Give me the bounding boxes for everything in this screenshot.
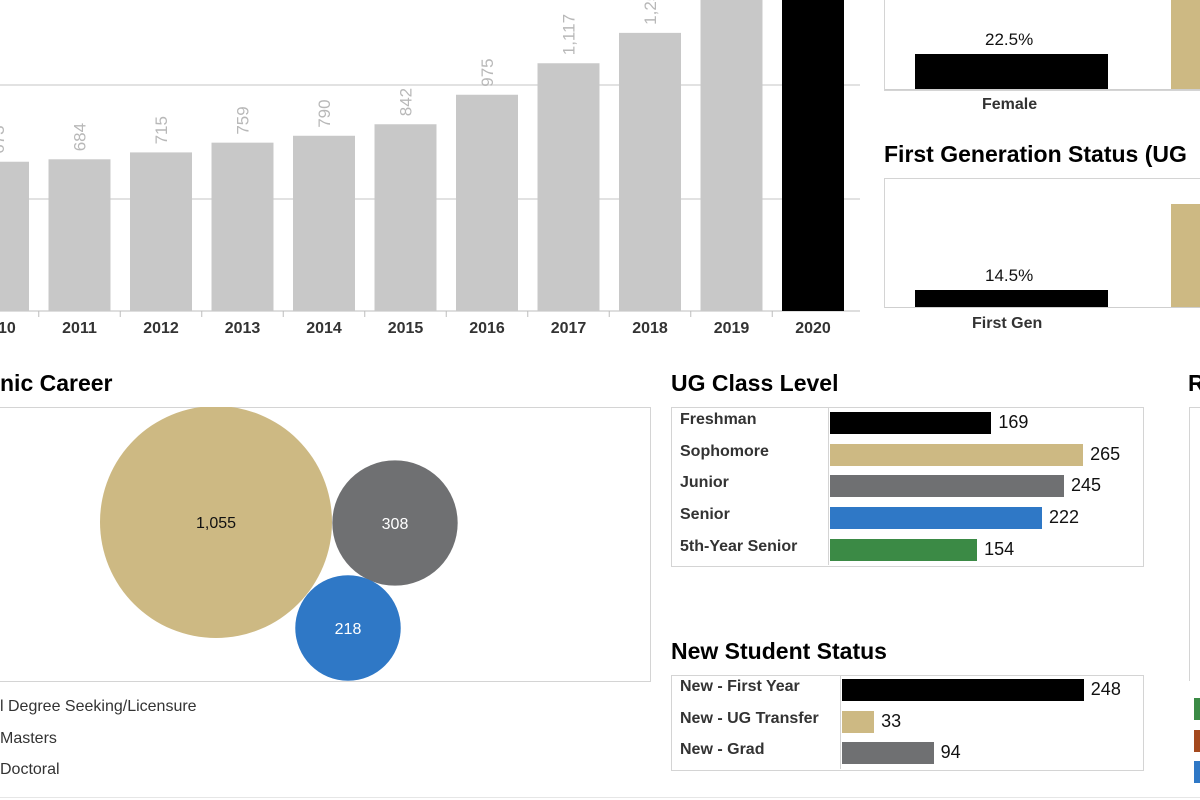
- new-student-label-0: New - First Year: [680, 678, 800, 695]
- ug-class-bar-3: [830, 507, 1042, 530]
- ug-class-bar-0: [830, 412, 992, 434]
- data-label-2017: 1,117: [560, 14, 579, 55]
- female-axis-label: Female: [982, 96, 1038, 113]
- x-tick-label-2017: 2017: [551, 320, 587, 337]
- bubble-label-2: 218: [335, 621, 362, 638]
- new-student-value-1: 33: [881, 710, 902, 731]
- x-tick-label-2018: 2018: [632, 320, 668, 337]
- data-label-2015: 842: [397, 88, 416, 116]
- x-tick-label-2014: 2014: [306, 320, 342, 337]
- bar-2013: [211, 142, 274, 311]
- bar-2019: [700, 0, 763, 312]
- data-label-2016: 975: [478, 58, 497, 86]
- right-panel-title-partial: R: [1188, 370, 1200, 396]
- bubble-2: [295, 575, 401, 681]
- first-gen-axis-line: [885, 307, 1200, 308]
- x-tick-label-2010: 2010: [0, 320, 16, 337]
- data-label-2010: 673: [0, 125, 8, 153]
- male-bar-partial: [1171, 0, 1200, 89]
- bar-2017: [537, 63, 600, 311]
- x-tick-label-2013: 2013: [225, 320, 261, 337]
- x-tick-label-2015: 2015: [388, 320, 424, 337]
- bar-2018: [619, 32, 681, 312]
- new-student-bar-1: [842, 710, 875, 733]
- ug-class-bar-1: [830, 443, 1084, 466]
- ug-class-level-title: UG Class Level: [671, 370, 839, 396]
- new-student-label-1: New - UG Transfer: [680, 709, 819, 727]
- data-label-2011: 684: [71, 123, 90, 151]
- data-label-2014: 790: [315, 99, 334, 127]
- first-gen-bar: [915, 290, 1108, 307]
- right-legend-swatch-blue: [1194, 761, 1200, 783]
- first-gen-value: 14.5%: [985, 266, 1034, 285]
- female-value: 22.5%: [985, 30, 1034, 49]
- bubble-0: [100, 407, 332, 638]
- ug-class-value-1: 265: [1090, 443, 1121, 464]
- bar-2010: [0, 161, 29, 311]
- data-label-2012: 715: [152, 116, 171, 144]
- first-gen-chart-box: [884, 178, 1200, 308]
- x-tick-label-2019: 2019: [714, 320, 750, 337]
- x-tick-label-2012: 2012: [143, 320, 179, 337]
- new-student-status-divider: [840, 676, 841, 769]
- first-gen-title: First Generation Status (UG: [884, 141, 1187, 167]
- gender-axis-line: [885, 89, 1200, 90]
- new-student-status-title: New Student Status: [671, 638, 887, 664]
- legend-masters: Masters: [0, 730, 57, 747]
- ug-class-value-0: 169: [998, 412, 1029, 432]
- data-label-2013: 759: [234, 106, 253, 134]
- new-student-bar-0: [842, 679, 1084, 701]
- continuing-gen-bar-partial: [1171, 204, 1200, 307]
- new-student-label-2: New - Grad: [680, 741, 765, 759]
- legend-doctoral: Doctoral: [0, 761, 60, 778]
- ug-class-bar-2: [830, 475, 1064, 498]
- academic-career-title: nic Career: [0, 370, 113, 396]
- x-tick-label-2020: 2020: [795, 320, 831, 337]
- data-label-2018: 1,254: [641, 0, 660, 25]
- ug-class-label-3: Senior: [680, 506, 730, 524]
- bar-2012: [130, 152, 192, 311]
- bubble-chart: 1,055 308 218: [100, 407, 458, 681]
- new-student-value-2: 94: [940, 742, 961, 763]
- x-tick-label-2016: 2016: [469, 320, 505, 337]
- ug-class-label-0: Freshman: [680, 411, 757, 428]
- yearly-bar-chart: 2010 673 2011 684 2012 715 2013 759 2014 790 2015 8…: [0, 0, 860, 337]
- legend-degree-seeking: l Degree Seeking/Licensure: [0, 698, 197, 715]
- x-tick-label-2011: 2011: [62, 320, 97, 337]
- bar-2011: [48, 159, 111, 311]
- ug-class-label-2: Junior: [680, 474, 729, 492]
- right-panel-box-edge: [1189, 407, 1200, 681]
- bubble-label-1: 308: [382, 516, 409, 533]
- female-bar: [915, 54, 1108, 89]
- bar-2014: [293, 135, 355, 311]
- ug-class-bar-4: [830, 538, 978, 561]
- bar-2015: [374, 124, 437, 311]
- ug-class-level-divider: [828, 408, 829, 565]
- ug-class-label-4: 5th-Year Senior: [680, 537, 798, 555]
- bubble-1: [332, 460, 458, 586]
- new-student-value-0: 248: [1090, 679, 1121, 699]
- first-gen-axis-label: First Gen: [972, 315, 1043, 332]
- page-divider: [0, 797, 1200, 798]
- bar-2020: [782, 0, 844, 312]
- ug-class-label-1: Sophomore: [680, 442, 769, 460]
- bar-2016: [456, 94, 518, 312]
- new-student-bar-2: [842, 742, 934, 765]
- right-legend-swatch-green: [1194, 698, 1200, 720]
- ug-class-value-4: 154: [984, 538, 1015, 559]
- bubble-label-0: 1,055: [196, 515, 236, 532]
- ug-class-value-2: 245: [1070, 475, 1102, 496]
- ug-class-value-3: 222: [1049, 507, 1080, 528]
- right-legend-swatch-rust: [1194, 730, 1200, 752]
